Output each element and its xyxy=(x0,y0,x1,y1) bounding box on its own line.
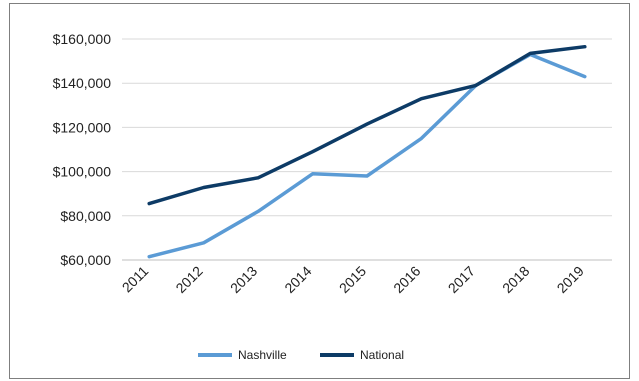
x-tick-label: 2014 xyxy=(281,263,314,296)
y-tick-label: $160,000 xyxy=(53,31,112,47)
y-tick-label: $80,000 xyxy=(60,208,111,224)
y-tick-label: $60,000 xyxy=(60,252,111,268)
y-tick-label: $120,000 xyxy=(53,119,112,135)
x-tick-label: 2015 xyxy=(336,263,369,296)
series-lines xyxy=(147,44,587,259)
series-line-national xyxy=(147,44,587,206)
chart-frame xyxy=(9,3,630,379)
x-tick-label: 2012 xyxy=(172,263,205,296)
x-tick-label: 2013 xyxy=(227,263,260,296)
x-tick-label: 2011 xyxy=(119,263,152,296)
x-tick-label: 2018 xyxy=(499,263,532,296)
y-tick-label: $100,000 xyxy=(53,164,112,180)
gridlines xyxy=(122,38,612,217)
legend: Nashville National xyxy=(198,348,404,362)
y-tick-label: $140,000 xyxy=(53,75,112,91)
x-tick-label: 2017 xyxy=(445,263,478,296)
legend-label-nashville: Nashville xyxy=(238,348,287,362)
x-axis-ticks: 2011 2012 2013 2014 2015 2016 2017 2018 2019 xyxy=(119,263,587,296)
y-axis-ticks: $60,000 $80,000 $100,000 $120,000 $140,000 $1… xyxy=(53,31,112,268)
legend-label-national: National xyxy=(360,348,404,362)
x-tick-label: 2016 xyxy=(390,263,423,296)
series-line-nashville xyxy=(147,52,587,259)
x-tick-label: 2019 xyxy=(554,263,587,296)
